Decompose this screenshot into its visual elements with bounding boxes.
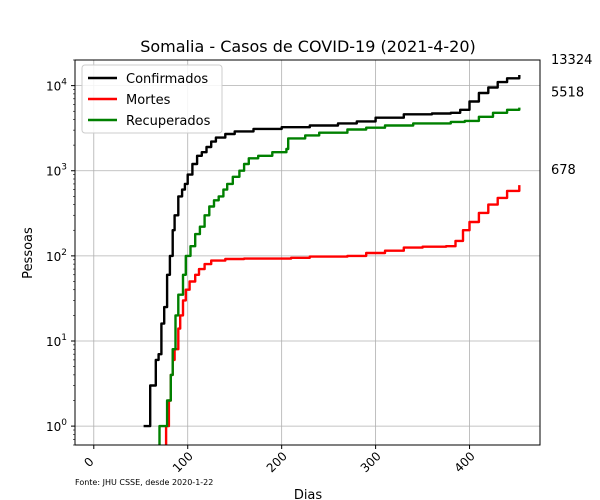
x-ticks: 0 100 200 300 400 (81, 445, 478, 475)
legend-label-mortes: Mortes (126, 93, 171, 108)
x-tick-label: 300 (358, 449, 384, 475)
x-tick-label: 0 (81, 455, 96, 470)
final-label-confirmados: 13324 (551, 53, 592, 68)
y-tick-base: 10 (46, 165, 61, 179)
y-tick-exponent: 4 (61, 78, 67, 88)
series-line-confirmados (143, 75, 521, 428)
y-tick-exponent: 2 (61, 248, 67, 258)
y-tick-base: 10 (46, 335, 61, 349)
chart-title: Somalia - Casos de COVID-19 (2021-4-20) (140, 37, 476, 56)
legend-box (81, 64, 223, 134)
final-value-labels: 13324 678 5518 (551, 53, 592, 178)
x-tick-label: 400 (452, 449, 478, 475)
x-tick-label: 200 (264, 449, 290, 475)
y-tick-label: 101 (46, 333, 67, 349)
y-tick-label: 100 (46, 418, 67, 434)
y-tick-label: 102 (46, 248, 67, 264)
legend-label-confirmados: Confirmados (126, 72, 208, 87)
y-tick-base: 10 (46, 80, 61, 94)
y-tick-exponent: 1 (61, 333, 67, 343)
series-lines (143, 75, 521, 445)
legend-label-recuperados: Recuperados (126, 114, 211, 129)
source-note: Fonte: JHU CSSE, desde 2020-1-22 (75, 478, 214, 487)
y-tick-label: 103 (46, 163, 67, 179)
legend: Confirmados Mortes Recuperados (81, 64, 223, 134)
y-tick-base: 10 (46, 250, 61, 264)
y-tick-exponent: 0 (61, 418, 67, 428)
series-line-mortes (164, 185, 521, 445)
x-tick-label: 100 (170, 449, 196, 475)
final-label-mortes: 678 (551, 163, 576, 178)
final-label-recuperados: 5518 (551, 86, 584, 101)
plot-frame (74, 59, 541, 446)
x-axis-label: Dias (294, 488, 323, 500)
y-tick-exponent: 3 (61, 163, 67, 173)
y-tick-base: 10 (46, 420, 61, 434)
y-tick-label: 104 (46, 78, 67, 94)
y-axis-label: Pessoas (21, 227, 36, 279)
series-line-recuperados (158, 107, 521, 445)
